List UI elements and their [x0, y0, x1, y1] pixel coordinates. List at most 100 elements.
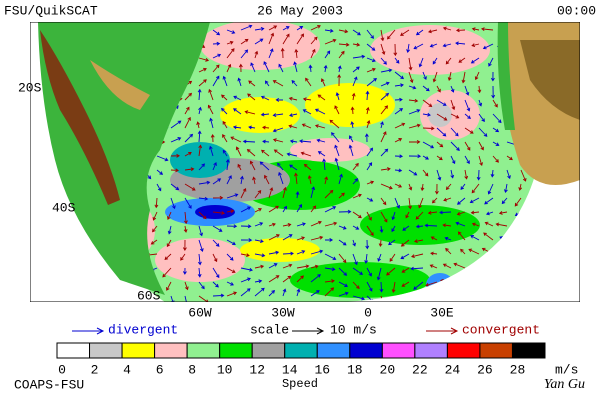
wind-arrow	[237, 77, 242, 87]
wind-arrow	[324, 238, 334, 242]
patch	[220, 97, 300, 133]
colorbar: 0 2 4 6 8 10 12 14 16 18 20 22 24 26 28	[56, 342, 546, 377]
wind-arrow	[394, 108, 404, 115]
wind-arrow	[184, 295, 189, 302]
lat-labels: 20S 40S 60S	[18, 80, 161, 303]
wind-arrow	[436, 85, 441, 93]
wind-arrow	[455, 28, 466, 33]
wind-arrow	[376, 267, 382, 281]
wind-arrow	[282, 205, 287, 213]
patch	[428, 103, 452, 127]
colorbar-box	[284, 342, 318, 359]
wind-arrow	[240, 224, 252, 229]
colorbar-label: 24	[445, 362, 461, 377]
colorbar-label: 4	[123, 362, 131, 377]
wind-arrow	[262, 139, 270, 144]
wind-arrow	[272, 138, 284, 143]
colorbar-box	[89, 342, 123, 359]
wind-arrow	[282, 263, 293, 269]
wind-arrow	[450, 127, 459, 137]
wind-arrow	[207, 104, 214, 115]
divergent-arrowhead	[96, 327, 105, 335]
colorbar-label: 28	[510, 362, 526, 377]
wind-arrow	[240, 38, 249, 45]
wind-arrow	[492, 155, 499, 163]
wind-arrow	[352, 267, 364, 275]
wind-arrow	[432, 57, 438, 65]
colorbar-label: 22	[412, 362, 428, 377]
wind-arrow	[455, 221, 466, 227]
wind-arrow	[156, 155, 169, 162]
wind-arrow	[264, 174, 270, 185]
wind-arrow	[380, 92, 390, 101]
wind-arrow	[394, 168, 403, 173]
wind-arrow	[436, 169, 442, 181]
wind-arrow	[488, 57, 494, 67]
wind-arrow	[378, 239, 383, 248]
wind-arrow	[428, 29, 438, 34]
wind-arrow	[184, 92, 193, 101]
wind-arrow	[162, 267, 172, 278]
wind-arrow	[152, 225, 158, 233]
wind-arrow	[295, 191, 300, 199]
wind-arrow	[418, 57, 424, 68]
wind-arrow	[456, 197, 466, 205]
wind-arrow	[391, 281, 396, 293]
wind-arrow	[501, 197, 508, 205]
wind-arrow	[349, 135, 354, 143]
wind-arrow	[273, 149, 284, 157]
wind-arrow	[415, 224, 424, 229]
wind-arrow	[184, 197, 192, 209]
wind-arrow	[272, 80, 284, 87]
wind-arrow	[445, 57, 452, 65]
wind-arrow	[484, 197, 494, 205]
wind-arrow	[310, 205, 317, 213]
wind-arrow	[150, 239, 158, 245]
wind-arrow	[439, 210, 452, 215]
convergent-label: convergent	[462, 322, 540, 337]
wind-arrow	[422, 126, 435, 131]
wind-arrow	[254, 50, 259, 59]
wind-arrow	[156, 183, 162, 192]
colorbar-box	[479, 342, 513, 359]
wind-arrow	[300, 151, 312, 157]
colorbar-label: 8	[188, 362, 196, 377]
wind-arrow	[254, 38, 264, 45]
wind-arrow	[286, 152, 298, 157]
wind-arrow	[351, 92, 356, 101]
wind-arrow	[294, 48, 299, 59]
wind-arrow	[331, 132, 340, 143]
wind-arrow	[366, 43, 376, 51]
wind-arrow	[198, 196, 209, 201]
wind-arrow	[492, 113, 502, 124]
wind-arrow	[350, 106, 355, 115]
wind-arrow	[212, 211, 226, 215]
wind-arrow	[413, 43, 424, 50]
source: COAPS-FSU	[14, 377, 84, 392]
wind-arrow	[324, 206, 337, 213]
wind-arrow	[244, 110, 256, 115]
wind-arrow	[268, 222, 276, 227]
wind-arrow	[170, 137, 182, 143]
wind-arrow	[282, 26, 290, 31]
wind-arrow	[388, 239, 396, 246]
patch	[200, 22, 320, 70]
wind-arrow	[289, 113, 298, 117]
wind-arrow	[434, 183, 439, 195]
wind-arrow	[198, 211, 207, 220]
wind-arrow	[198, 67, 207, 73]
wind-arrow	[365, 106, 370, 115]
wind-arrow	[248, 80, 256, 87]
wind-arrow	[352, 281, 360, 290]
wind-arrow	[288, 124, 298, 129]
wind-arrow	[422, 169, 429, 177]
wind-arrow	[184, 116, 191, 129]
patch	[360, 205, 480, 245]
wind-arrow	[394, 197, 400, 209]
wind-arrow	[310, 220, 322, 227]
wind-arrow	[212, 281, 219, 288]
wind-arrow	[415, 29, 424, 36]
wind-arrow	[254, 287, 265, 297]
wind-arrow	[184, 281, 189, 291]
wind-arrow	[184, 133, 194, 143]
